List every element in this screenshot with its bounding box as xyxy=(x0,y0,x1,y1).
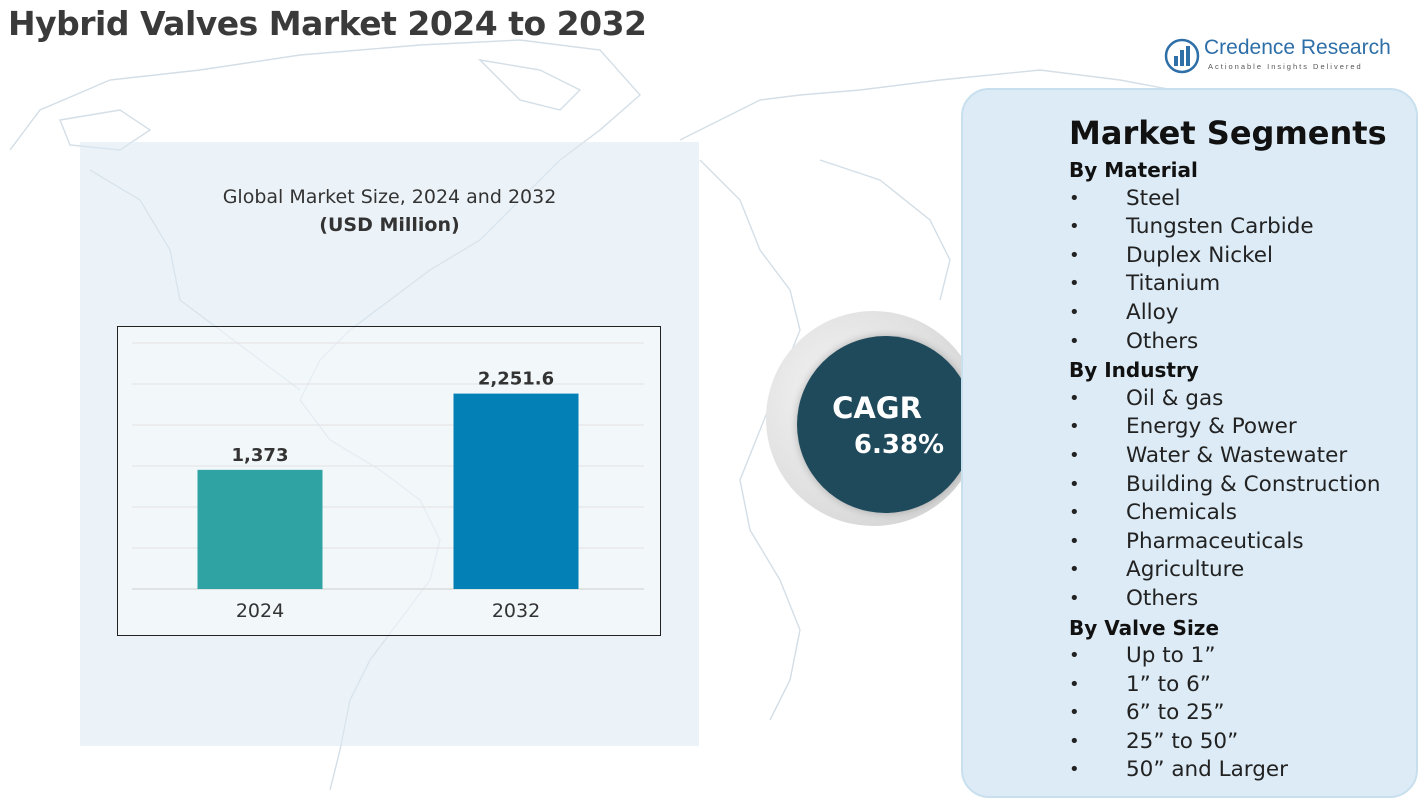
segment-item: • 1” to 6” xyxy=(1069,671,1419,700)
segments-panel xyxy=(961,88,1418,798)
segment-item-label: Steel xyxy=(1126,185,1181,211)
logo-bars-icon xyxy=(1164,38,1200,74)
bullet-icon: • xyxy=(1069,702,1080,724)
segment-item: • Water & Wastewater xyxy=(1069,442,1419,471)
cagr-badge: CAGR 6.38% xyxy=(797,336,974,513)
bullet-icon: • xyxy=(1069,530,1080,552)
segment-item: • Oil & gas xyxy=(1069,385,1419,414)
segments-heading: Market Segments xyxy=(1069,114,1387,152)
segment-item: • Agriculture xyxy=(1069,556,1419,585)
bullet-icon: • xyxy=(1069,502,1080,524)
logo-name: Credence Research xyxy=(1204,36,1391,59)
bullet-icon: • xyxy=(1069,244,1080,266)
bullet-icon: • xyxy=(1069,730,1080,752)
segment-item-label: Others xyxy=(1126,328,1199,354)
data-label: 1,373 xyxy=(232,445,289,466)
segment-item: • Duplex Nickel xyxy=(1069,242,1419,271)
bullet-icon: • xyxy=(1069,187,1080,209)
segment-item: • 25” to 50” xyxy=(1069,728,1419,757)
segment-item-label: 25” to 50” xyxy=(1126,728,1239,754)
chart-caption: Global Market Size, 2024 and 2032 (USD M… xyxy=(80,186,699,236)
segment-group-title: By Industry xyxy=(1069,358,1199,383)
segment-groups: By Material • Steel • Tungsten Carbide • Duple… xyxy=(1069,156,1419,785)
bullet-icon: • xyxy=(1069,387,1080,409)
segment-item: • Alloy xyxy=(1069,299,1419,328)
segment-item: • Building & Construction xyxy=(1069,471,1419,500)
chart-panel xyxy=(80,142,699,746)
segment-item-label: Others xyxy=(1126,585,1199,611)
brand-logo: Credence Research Actionable Insights De… xyxy=(1164,36,1394,76)
bullet-icon: • xyxy=(1069,330,1080,352)
segment-list: • Steel • Tungsten Carbide • Duplex Nickel • Ti… xyxy=(1069,185,1419,357)
segment-item-label: Duplex Nickel xyxy=(1126,242,1273,268)
bar-chart: 1,373 2024 2,251.6 2032 xyxy=(132,342,644,622)
bullet-icon: • xyxy=(1069,673,1080,695)
cagr-value: 6.38% xyxy=(853,430,945,460)
segment-item-label: Oil & gas xyxy=(1126,385,1224,411)
segment-item: • Others xyxy=(1069,328,1419,357)
bullet-icon: • xyxy=(1069,416,1080,438)
segment-item: • Others xyxy=(1069,585,1419,614)
chart-title: Global Market Size, 2024 and 2032 xyxy=(222,186,557,208)
bullet-icon: • xyxy=(1069,273,1080,295)
segments-content: Market Segments By Material • Steel • Tungst… xyxy=(1069,110,1419,785)
segment-item: • Pharmaceuticals xyxy=(1069,528,1419,557)
segment-item-label: 1” to 6” xyxy=(1126,671,1211,697)
segment-item: • Chemicals xyxy=(1069,499,1419,528)
bullet-icon: • xyxy=(1069,301,1080,323)
segment-item: • Steel xyxy=(1069,185,1419,214)
segment-list: • Oil & gas • Energy & Power • Water & Wastew… xyxy=(1069,385,1419,614)
segment-item-label: Water & Wastewater xyxy=(1126,442,1348,468)
segment-item: • 50” and Larger xyxy=(1069,756,1419,785)
chart-unit: (USD Million) xyxy=(319,214,460,236)
bullet-icon: • xyxy=(1069,473,1080,495)
segment-item-label: Energy & Power xyxy=(1126,414,1297,440)
cagr-label: CAGR xyxy=(832,391,922,425)
data-label: 2,251.6 xyxy=(478,369,554,390)
bullet-icon: • xyxy=(1069,587,1080,609)
segment-item-label: 50” and Larger xyxy=(1126,757,1288,783)
segment-item-label: Alloy xyxy=(1126,299,1179,325)
segment-item: • Tungsten Carbide xyxy=(1069,213,1419,242)
page-title: Hybrid Valves Market 2024 to 2032 xyxy=(8,4,647,43)
bullet-icon: • xyxy=(1069,559,1080,581)
segment-item-label: 6” to 25” xyxy=(1126,700,1225,726)
x-tick-label: 2024 xyxy=(236,600,284,622)
segment-item: • Titanium xyxy=(1069,270,1419,299)
bar-2024 xyxy=(197,469,323,589)
segment-item-label: Agriculture xyxy=(1126,557,1245,583)
bullet-icon: • xyxy=(1069,216,1080,238)
bullet-icon: • xyxy=(1069,645,1080,667)
segment-item-label: Chemicals xyxy=(1126,500,1237,526)
bullet-icon: • xyxy=(1069,444,1080,466)
segment-item-label: Pharmaceuticals xyxy=(1126,528,1304,554)
segment-group-title: By Valve Size xyxy=(1069,615,1220,640)
logo-tagline: Actionable Insights Delivered xyxy=(1208,62,1363,71)
bullet-icon: • xyxy=(1069,759,1080,781)
bar-2032 xyxy=(453,393,579,589)
segment-item: • 6” to 25” xyxy=(1069,699,1419,728)
segment-item-label: Titanium xyxy=(1126,271,1221,297)
segment-group-title: By Material xyxy=(1069,158,1198,182)
segment-item: • Energy & Power xyxy=(1069,413,1419,442)
x-tick-label: 2032 xyxy=(492,600,540,622)
segment-item-label: Up to 1” xyxy=(1126,643,1216,669)
segment-item: • Up to 1” xyxy=(1069,642,1419,671)
segment-item-label: Tungsten Carbide xyxy=(1126,214,1314,240)
segment-item-label: Building & Construction xyxy=(1126,471,1381,497)
segment-list: • Up to 1” • 1” to 6” • 6” to 25” • 25” to 50” •… xyxy=(1069,642,1419,785)
